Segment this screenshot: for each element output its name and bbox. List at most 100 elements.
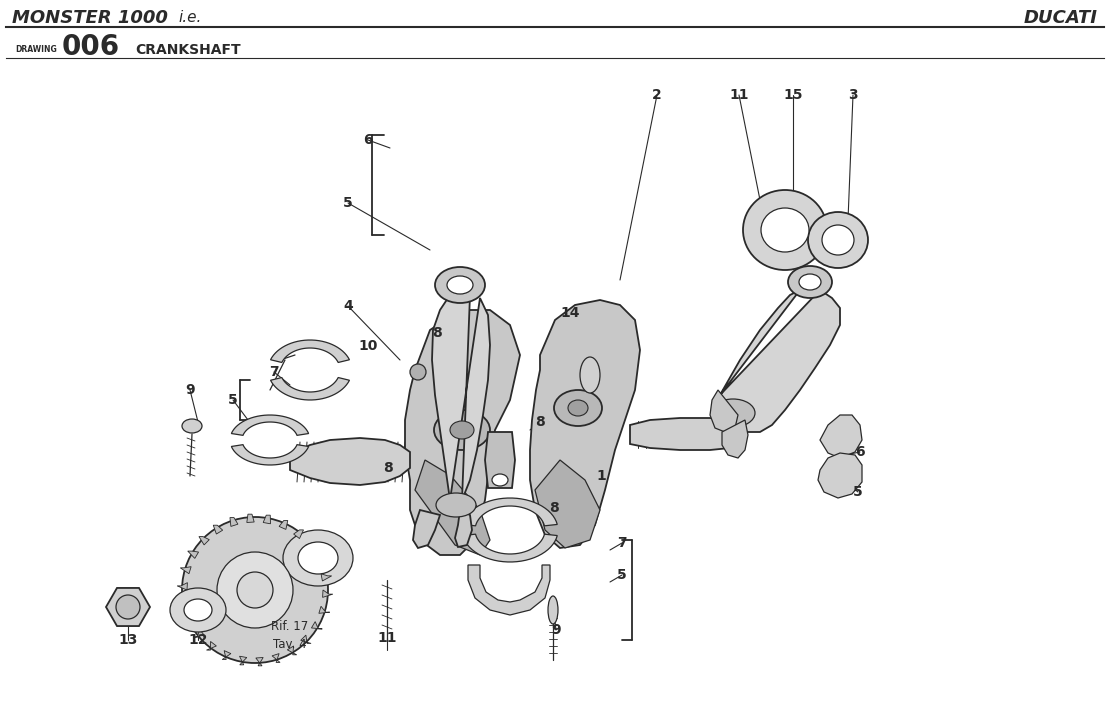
- Polygon shape: [184, 615, 194, 622]
- Ellipse shape: [554, 390, 602, 426]
- Text: 6: 6: [855, 445, 865, 459]
- Polygon shape: [231, 445, 309, 465]
- Text: CRANKSHAFT: CRANKSHAFT: [135, 43, 241, 57]
- Text: 11: 11: [729, 88, 749, 102]
- Polygon shape: [319, 606, 330, 613]
- Polygon shape: [710, 390, 738, 432]
- Ellipse shape: [434, 410, 490, 450]
- Polygon shape: [463, 498, 557, 526]
- Text: 5: 5: [229, 393, 238, 407]
- Polygon shape: [231, 415, 309, 436]
- Ellipse shape: [297, 542, 339, 574]
- Text: 2: 2: [653, 88, 662, 102]
- Text: 5: 5: [854, 485, 862, 499]
- Polygon shape: [468, 565, 549, 615]
- Polygon shape: [240, 656, 246, 665]
- Text: DUCATI: DUCATI: [1025, 9, 1098, 27]
- Polygon shape: [321, 574, 332, 581]
- Polygon shape: [271, 378, 350, 400]
- Polygon shape: [413, 510, 440, 548]
- Ellipse shape: [568, 400, 588, 416]
- Ellipse shape: [743, 190, 827, 270]
- Polygon shape: [415, 460, 490, 555]
- Polygon shape: [485, 432, 515, 488]
- Ellipse shape: [182, 419, 202, 433]
- Polygon shape: [246, 514, 254, 523]
- Ellipse shape: [823, 225, 854, 255]
- Text: 12: 12: [189, 633, 208, 647]
- Polygon shape: [206, 641, 216, 650]
- Polygon shape: [463, 534, 557, 562]
- Polygon shape: [180, 567, 191, 574]
- Polygon shape: [255, 658, 263, 666]
- Polygon shape: [199, 537, 210, 545]
- Polygon shape: [179, 599, 189, 606]
- Text: 8: 8: [549, 501, 558, 515]
- Text: Rif. 17
Tav. 4: Rif. 17 Tav. 4: [271, 620, 309, 651]
- Text: 9: 9: [552, 623, 561, 637]
- Text: 10: 10: [359, 339, 377, 353]
- Text: 7: 7: [617, 536, 627, 550]
- Polygon shape: [222, 650, 231, 660]
- Text: 5: 5: [617, 568, 627, 582]
- Polygon shape: [312, 622, 322, 629]
- Text: 5: 5: [343, 196, 353, 210]
- Polygon shape: [820, 415, 862, 458]
- Polygon shape: [193, 629, 204, 637]
- Ellipse shape: [410, 364, 426, 380]
- Polygon shape: [323, 590, 333, 598]
- Ellipse shape: [808, 212, 868, 268]
- Polygon shape: [188, 551, 199, 558]
- Polygon shape: [315, 558, 326, 565]
- Text: 13: 13: [119, 633, 138, 647]
- Polygon shape: [529, 300, 640, 548]
- Text: 8: 8: [432, 326, 442, 340]
- Polygon shape: [722, 420, 748, 458]
- Polygon shape: [263, 516, 271, 524]
- Polygon shape: [432, 290, 490, 500]
- Ellipse shape: [761, 208, 809, 252]
- Ellipse shape: [216, 552, 293, 628]
- Ellipse shape: [436, 493, 476, 517]
- Polygon shape: [287, 646, 296, 655]
- Ellipse shape: [447, 276, 473, 294]
- Text: MONSTER 1000: MONSTER 1000: [12, 9, 168, 27]
- Polygon shape: [306, 543, 316, 550]
- Polygon shape: [178, 583, 188, 590]
- Polygon shape: [272, 653, 280, 663]
- Ellipse shape: [548, 596, 558, 624]
- Polygon shape: [405, 310, 519, 555]
- Text: 9: 9: [185, 383, 195, 397]
- Text: 3: 3: [848, 88, 858, 102]
- Polygon shape: [720, 290, 840, 432]
- Polygon shape: [818, 453, 862, 498]
- Text: 11: 11: [377, 631, 396, 645]
- Polygon shape: [301, 635, 311, 643]
- Ellipse shape: [170, 588, 226, 632]
- Text: 6: 6: [363, 133, 373, 147]
- Polygon shape: [455, 510, 472, 547]
- Text: 15: 15: [784, 88, 803, 102]
- Ellipse shape: [182, 517, 327, 663]
- Ellipse shape: [799, 274, 821, 290]
- Polygon shape: [105, 588, 150, 626]
- Ellipse shape: [712, 399, 755, 427]
- Text: 8: 8: [383, 461, 393, 475]
- Polygon shape: [279, 521, 287, 529]
- Polygon shape: [294, 530, 303, 538]
- Ellipse shape: [581, 357, 601, 393]
- Polygon shape: [230, 518, 238, 526]
- Polygon shape: [290, 438, 410, 485]
- Ellipse shape: [788, 266, 832, 298]
- Text: 14: 14: [561, 306, 579, 320]
- Ellipse shape: [435, 267, 485, 303]
- Ellipse shape: [117, 595, 140, 619]
- Text: 8: 8: [535, 415, 545, 429]
- Ellipse shape: [238, 572, 273, 608]
- Text: DRAWING: DRAWING: [16, 46, 57, 54]
- Polygon shape: [630, 418, 745, 450]
- Text: 1: 1: [596, 469, 606, 483]
- Text: 006: 006: [62, 33, 120, 61]
- Ellipse shape: [492, 474, 508, 486]
- Text: i.e.: i.e.: [178, 11, 201, 26]
